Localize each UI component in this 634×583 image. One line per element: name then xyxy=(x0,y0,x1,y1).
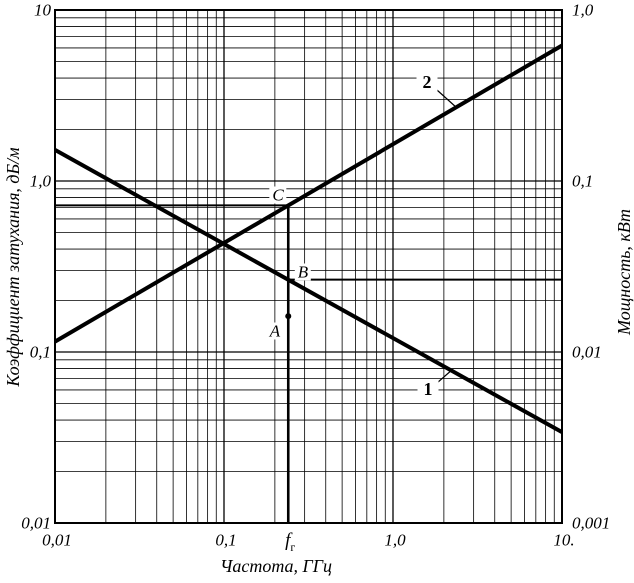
x-axis-tick-label: 1,0 xyxy=(384,530,406,550)
series-label-2: 2 xyxy=(416,73,438,91)
callout-line-series-2 xyxy=(436,89,458,109)
point-label-A: A xyxy=(266,322,284,340)
f-symbol: f xyxy=(285,530,291,552)
point-A-dot xyxy=(285,313,292,320)
right-axis-title: Мощность, кВт xyxy=(614,208,634,335)
left-axis-tick-label: 0,1 xyxy=(29,342,51,362)
left-axis-title: Коэффициент затухания, дБ/м xyxy=(3,146,23,387)
left-axis-tick-label: 1,0 xyxy=(29,171,51,191)
left-axis-tick-label: 0,01 xyxy=(21,513,51,533)
right-axis-tick-label: 0,1 xyxy=(572,171,594,191)
x-axis-tick-label: 0,01 xyxy=(42,530,72,550)
callout-line-series-1 xyxy=(436,368,454,384)
series-line-1 xyxy=(54,148,563,434)
left-axis-tick-label: 10 xyxy=(34,0,51,20)
series-label-1: 1 xyxy=(417,380,439,398)
x-axis-tick-label: 10. xyxy=(553,530,575,550)
f-subscript: г xyxy=(290,539,296,554)
f-frequency-tick-label: fг xyxy=(285,531,295,553)
right-axis-tick-label: 0,01 xyxy=(572,342,602,362)
x-axis-tick-label: 0,1 xyxy=(215,530,237,550)
series-line-2 xyxy=(53,43,564,344)
point-label-B: B xyxy=(294,263,312,281)
point-label-C: C xyxy=(269,186,287,204)
x-axis-title: Частота, ГГц xyxy=(219,556,333,576)
right-axis-tick-label: 0,001 xyxy=(572,513,611,533)
plot-border xyxy=(54,9,563,524)
right-axis-tick-label: 1,0 xyxy=(572,0,594,20)
